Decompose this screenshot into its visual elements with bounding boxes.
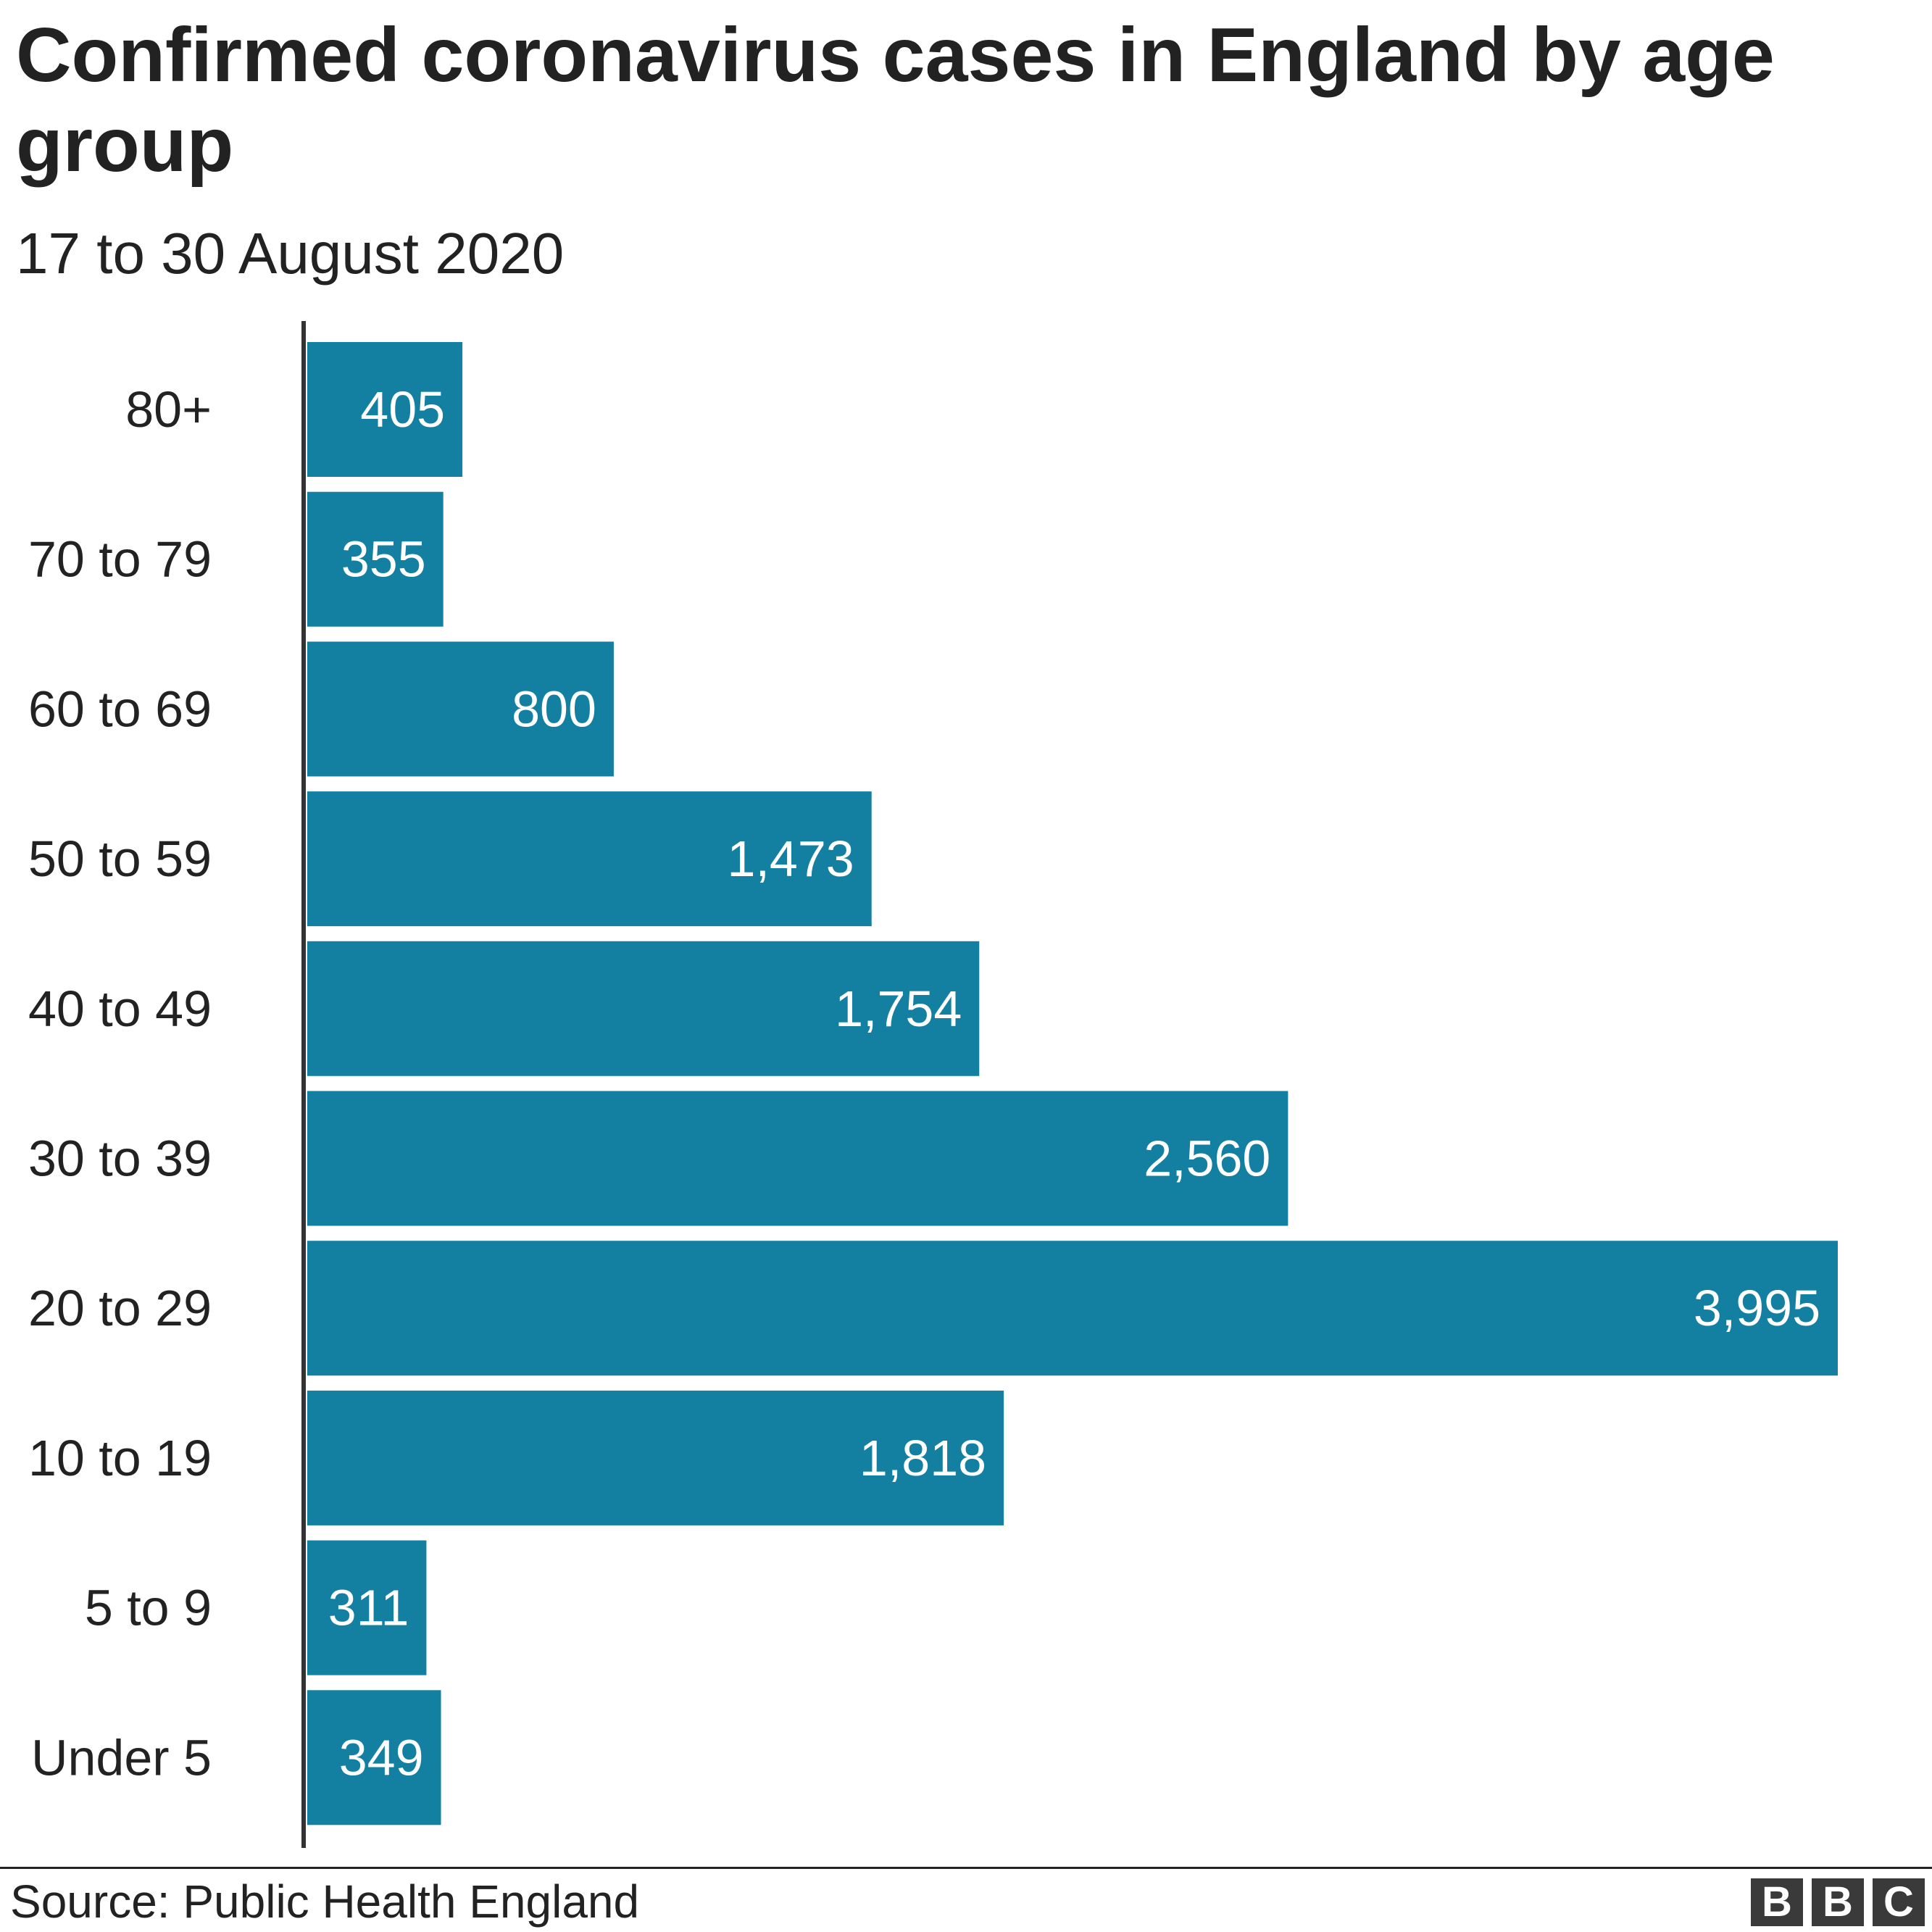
bar-9 xyxy=(307,1690,441,1825)
category-label-1: 70 to 79 xyxy=(28,531,212,588)
bar-6 xyxy=(307,1241,1838,1376)
bbc-logo-block-1: B xyxy=(1751,1878,1803,1926)
value-label-4: 1,754 xyxy=(835,980,962,1037)
bbc-logo-block-2: B xyxy=(1812,1878,1864,1926)
bar-7 xyxy=(307,1390,1004,1525)
value-label-1: 355 xyxy=(341,531,426,588)
value-label-7: 1,818 xyxy=(859,1430,986,1486)
value-label-3: 1,473 xyxy=(728,830,854,887)
category-label-4: 40 to 49 xyxy=(28,980,212,1037)
value-labels-group: 405 355 800 1,473 1,754 2,560 3,995 1,818 311 349 xyxy=(328,381,1820,1786)
category-label-8: 5 to 9 xyxy=(85,1580,212,1636)
category-label-5: 30 to 39 xyxy=(28,1131,212,1187)
bars-group xyxy=(307,342,1838,1825)
value-label-2: 800 xyxy=(512,680,596,737)
value-label-8: 311 xyxy=(328,1580,409,1636)
bar-8 xyxy=(307,1540,427,1675)
category-labels-group: 80+ 70 to 79 60 to 69 50 to 59 40 to 49 30 to… xyxy=(28,381,212,1786)
value-label-0: 405 xyxy=(360,381,445,438)
category-label-9: Under 5 xyxy=(31,1729,212,1786)
bar-3 xyxy=(307,791,872,927)
value-label-5: 2,560 xyxy=(1144,1131,1270,1187)
footer-rule xyxy=(0,1867,1932,1869)
category-label-3: 50 to 59 xyxy=(28,830,212,887)
category-label-2: 60 to 69 xyxy=(28,680,212,737)
bbc-logo-block-3: C xyxy=(1873,1878,1925,1926)
bar-2 xyxy=(307,641,614,777)
value-label-9: 349 xyxy=(339,1729,424,1786)
source-note: Source: Public Health England xyxy=(10,1875,640,1928)
category-label-6: 20 to 29 xyxy=(28,1280,212,1336)
chart-subtitle: 17 to 30 August 2020 xyxy=(16,221,565,286)
chart-title: Confirmed coronavirus cases in England b… xyxy=(16,12,1775,188)
bar-5 xyxy=(307,1091,1288,1226)
bar-0 xyxy=(307,342,463,477)
category-label-7: 10 to 19 xyxy=(28,1430,212,1486)
category-label-0: 80+ xyxy=(125,381,212,438)
bbc-logo: B B C xyxy=(1751,1878,1925,1926)
value-label-6: 3,995 xyxy=(1694,1280,1820,1336)
bar-4 xyxy=(307,941,980,1076)
bar-1 xyxy=(307,491,444,627)
